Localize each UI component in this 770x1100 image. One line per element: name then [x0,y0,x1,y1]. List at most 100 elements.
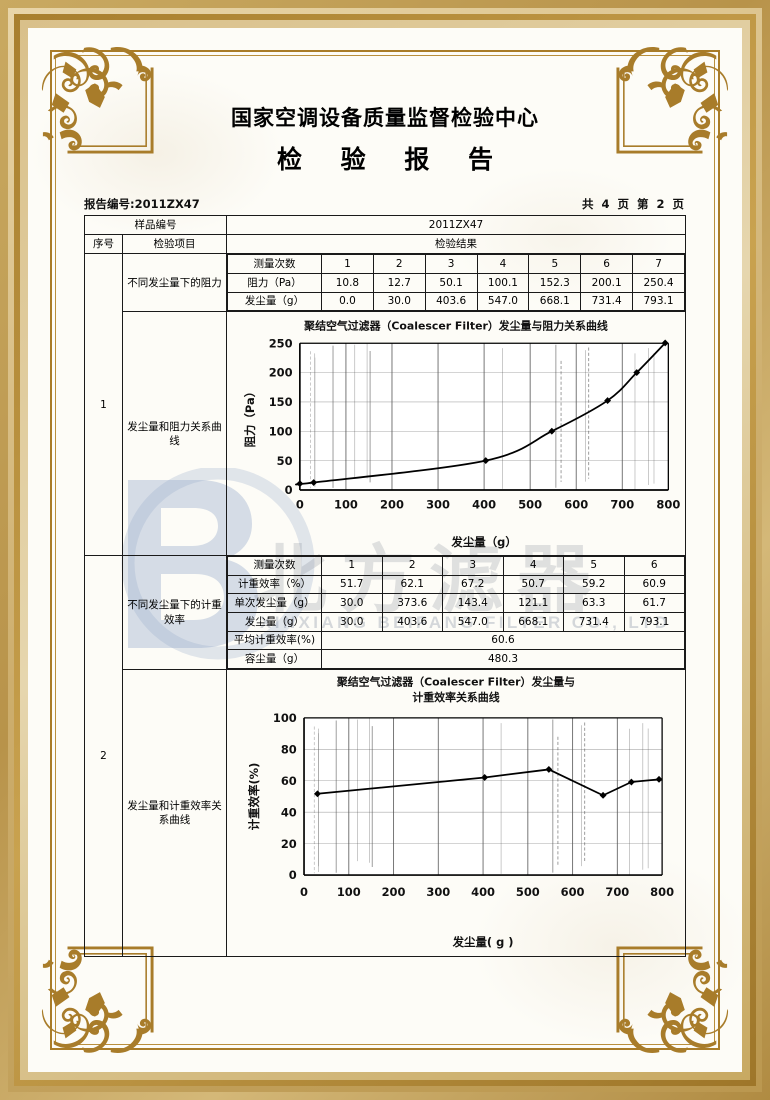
chart-efficiency-vs-dust: 聚结空气过滤器（Coalescer Filter）发尘量与 计重效率关系曲线 0 20… [227,670,685,956]
measure-cell: 6 [580,254,634,275]
measure-cell: 152.3 [528,273,582,293]
page-indicator: 共 4 页 第 2 页 [581,197,686,211]
organization-title: 国家空调设备质量监督检验中心 [231,106,539,130]
col-header-result: 检验结果 [226,234,686,255]
measure-cell: 100.1 [476,273,530,293]
table-row-section1-chart: 发尘量和阻力关系曲线 聚结空气过滤器（Coalescer Filter）发尘量与… [85,311,686,556]
chart1-cell: 聚结空气过滤器（Coalescer Filter）发尘量与阻力关系曲线 0 50 10… [226,311,686,556]
svg-text:600: 600 [561,885,585,899]
svg-text:阻力（Pa）: 阻力（Pa） [243,386,257,448]
measure-cell: 731.4 [563,612,625,632]
measure-cell: 5 [563,555,625,576]
measure-cell: 121.1 [502,593,564,613]
measure-cell: 143.4 [442,593,504,613]
svg-text:500: 500 [516,885,540,899]
measure-cell: 0.0 [321,291,374,312]
svg-text:发尘量( g ): 发尘量( g ) [452,935,514,949]
sample-no-value: 2011ZX47 [226,214,686,236]
measure-cell: 50.1 [424,273,478,293]
measure-cell: 67.2 [442,574,504,595]
measure-row-label: 测量次数 [227,555,322,576]
table-row-sample-no: 样品编号 2011ZX47 [84,214,686,236]
svg-text:100: 100 [337,885,361,899]
measure-cell: 60.9 [623,574,685,595]
svg-text:300: 300 [426,885,450,899]
svg-text:40: 40 [281,805,297,819]
inspection-report-table: 样品编号 2011ZX47 序号 检验项目 检验结果 1 不同发尘量下的阻力 [84,214,686,958]
svg-text:200: 200 [382,885,406,899]
measure-cell: 62.1 [381,574,443,595]
measure-cell: 403.6 [381,612,443,632]
measure-cell: 30.0 [321,593,383,613]
measure-row: 发尘量（g） 0.0 30.0 403.6 547.0 668.1 731.4 793.1 [227,291,685,312]
svg-text:聚结空气过滤器（Coalescer Filter）发尘量与: 聚结空气过滤器（Coalescer Filter）发尘量与 [336,675,575,689]
measure-cell: 547.0 [442,612,504,632]
svg-text:0: 0 [285,484,293,498]
document-title: 检 验 报 告 [276,145,509,174]
measure-cell: 200.1 [580,273,634,293]
svg-text:400: 400 [472,498,496,512]
svg-text:300: 300 [426,498,450,512]
measure-cell: 6 [623,555,685,576]
section1-item-resistance: 不同发尘量下的阻力 [122,253,227,313]
avg-weight-efficiency-value: 60.6 [321,630,685,651]
svg-text:0: 0 [300,885,308,899]
svg-text:100: 100 [269,425,293,439]
svg-text:400: 400 [471,885,495,899]
measure-cell: 668.1 [502,612,564,632]
section2-measure-grid: 测量次数 1 2 3 4 5 6 计重效率（%） 51.7 62.1 67.2 50.7 59.2 60.… [227,555,685,670]
svg-text:20: 20 [281,837,297,851]
measure-cell: 4 [502,555,564,576]
table-row-section2-measurements: 2 不同发尘量下的计重效率 测量次数 1 2 3 4 5 6 计重效率（%） 51.7 62.1 6… [84,554,686,958]
measure-cell: 2 [381,555,443,576]
measure-cell: 731.4 [580,291,634,312]
section1-item-curve: 发尘量和阻力关系曲线 [122,311,227,556]
measure-cell: 668.1 [528,291,582,312]
measure-cell: 59.2 [563,574,625,595]
report-meta-row: 报告编号:2011ZX47 共 4 页 第 2 页 [84,196,686,212]
measure-row-label: 阻力（Pa） [227,273,322,293]
report-number: 报告编号:2011ZX47 [84,197,200,211]
measure-cell: 61.7 [623,593,685,613]
summary-row: 平均计重效率(%) 60.6 [227,630,685,651]
col-header-item: 检验项目 [122,234,227,255]
measure-cell: 4 [476,254,530,275]
summary-row: 容尘量（g） 480.3 [227,649,685,670]
svg-text:聚结空气过滤器（Coalescer Filter）发尘量与阻: 聚结空气过滤器（Coalescer Filter）发尘量与阻力关系曲线 [303,319,608,333]
measure-cell: 1 [321,555,383,576]
measure-row-label: 发尘量（g） [227,291,322,312]
measure-cell: 3 [424,254,478,275]
measure-row: 发尘量（g） 30.0 403.6 547.0 668.1 731.4 793.1 [227,612,685,632]
measure-row-label: 计重效率（%） [227,574,322,595]
measure-cell: 12.7 [372,273,426,293]
measure-cell: 7 [632,254,685,275]
section2-item-curve: 发尘量和计重效率关系曲线 [122,669,227,958]
measure-row: 阻力（Pa） 10.8 12.7 50.1 100.1 152.3 200.1 250.4 [227,273,685,293]
svg-text:0: 0 [289,868,297,882]
measure-cell: 373.6 [381,593,443,613]
svg-text:600: 600 [564,498,588,512]
measure-cell: 547.0 [476,291,530,312]
svg-text:200: 200 [380,498,404,512]
section2-seq: 2 [84,554,123,958]
measure-cell: 10.8 [321,273,374,293]
measure-cell: 3 [442,555,504,576]
measure-row-label: 测量次数 [227,254,322,275]
measure-cell: 5 [528,254,582,275]
measure-cell: 2 [372,254,426,275]
section2-item-efficiency: 不同发尘量下的计重效率 [122,554,227,671]
col-header-seq: 序号 [84,234,123,255]
svg-text:200: 200 [269,366,293,380]
measure-cell: 793.1 [632,291,685,312]
measure-row: 计重效率（%） 51.7 62.1 67.2 50.7 59.2 60.9 [227,574,685,595]
svg-text:500: 500 [518,498,542,512]
avg-weight-efficiency-label: 平均计重效率(%) [227,630,322,651]
measure-cell: 403.6 [424,291,478,312]
measure-cell: 50.7 [502,574,564,595]
svg-text:60: 60 [281,774,297,788]
section1-measure-grid: 测量次数 1 2 3 4 5 6 7 阻力（Pa） 10.8 12.7 50.1 100.1 152.3 2… [227,254,685,312]
svg-text:100: 100 [273,711,297,725]
measure-row-label: 发尘量（g） [227,612,322,632]
paper-surface: 北方滤器 XINXIANG BEIFANG FILTER CO., LTD 国家… [28,28,742,1072]
